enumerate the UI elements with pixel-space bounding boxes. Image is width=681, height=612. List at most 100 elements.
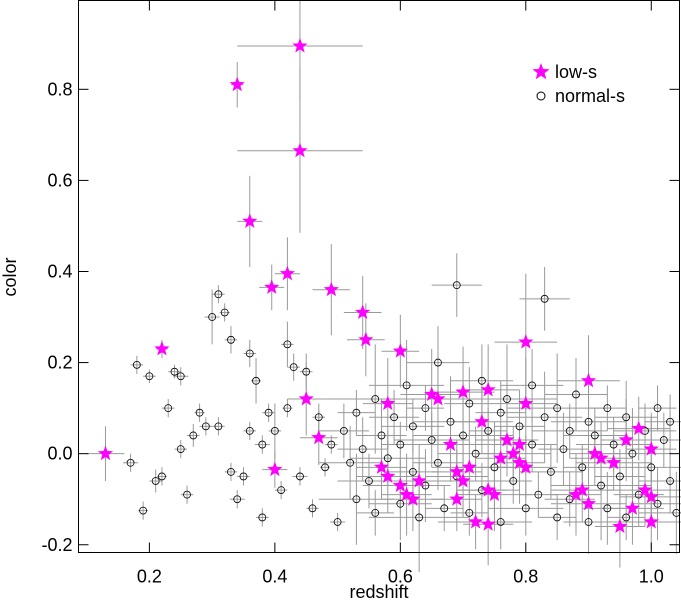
circle-point: [245, 426, 254, 435]
circle-point: [151, 477, 160, 485]
circle-point: [515, 422, 524, 431]
y-tick-label: 0.4: [47, 261, 72, 281]
circle-point: [528, 381, 536, 390]
circle-point: [534, 490, 543, 499]
x-axis-label: redshift: [349, 582, 408, 602]
circle-point: [496, 518, 505, 526]
circle-point: [521, 504, 530, 513]
star-point: [449, 491, 465, 506]
circle-point: [653, 499, 662, 508]
circle-point: [609, 440, 618, 449]
star-point: [442, 436, 459, 452]
circle-point: [164, 404, 173, 413]
circle-point: [402, 381, 411, 390]
star-point: [587, 445, 603, 461]
circle-point: [490, 463, 499, 472]
circle-point: [446, 417, 455, 426]
circle-point: [666, 477, 674, 485]
x-tick-label: 0.8: [513, 567, 538, 587]
circle-point: [584, 518, 593, 526]
circle-point: [208, 313, 217, 321]
circle-point: [590, 431, 599, 440]
star-point: [455, 384, 471, 399]
circle-point: [158, 472, 166, 481]
star-point: [292, 38, 308, 53]
circle-point: [302, 367, 311, 376]
circle-point: [540, 294, 549, 303]
circle-point: [553, 513, 562, 522]
star-point: [480, 516, 496, 531]
circle-point: [622, 413, 631, 422]
circle-point: [214, 290, 223, 299]
circle-point: [277, 486, 286, 495]
circle-point: [183, 490, 191, 499]
circle-point: [227, 467, 235, 476]
y-tick-label: 0.8: [47, 79, 72, 99]
x-tick-label: 0.6: [388, 567, 413, 587]
circle-point: [233, 495, 242, 504]
circle-point: [352, 408, 361, 417]
y-tick-label: 0.6: [47, 170, 72, 190]
star-point: [97, 445, 114, 461]
circle-point: [258, 513, 267, 522]
circle-point: [434, 458, 442, 467]
circle-point: [327, 440, 336, 449]
star-point: [292, 142, 308, 158]
circle-point: [201, 422, 210, 431]
star-point: [518, 459, 534, 474]
legend-marker: [532, 63, 550, 80]
star-point: [267, 461, 283, 477]
circle-point: [603, 504, 612, 513]
circle-point: [459, 431, 467, 440]
circle-point: [565, 426, 574, 435]
circle-point: [465, 508, 474, 517]
circle-point: [408, 467, 417, 476]
circle-point: [603, 404, 612, 413]
axes: 0.2 0.4 0.6 0.8 1.0 -0.2 0.0 0.2 0.4 0.6 0.8: [41, 0, 680, 587]
circle-point: [352, 495, 361, 504]
circle-point: [390, 413, 398, 422]
circle-point: [666, 417, 674, 426]
circle-point: [170, 367, 179, 376]
circle-point: [578, 463, 587, 472]
star-point: [474, 413, 490, 429]
star-point: [242, 213, 258, 228]
star-point: [606, 454, 622, 470]
star-point: [392, 477, 408, 493]
star-point: [355, 304, 371, 319]
circle-point: [314, 413, 323, 422]
star-point: [574, 482, 590, 497]
circle-point: [220, 308, 229, 317]
circle-point: [383, 454, 392, 463]
star-point: [518, 334, 534, 349]
star-point: [279, 265, 296, 281]
y-tick-label: 0.2: [47, 353, 72, 373]
circle-point: [572, 390, 580, 399]
circle-point: [415, 513, 424, 522]
circle-point: [597, 481, 605, 490]
circle-point: [176, 445, 185, 454]
markers: [97, 38, 681, 534]
star-point: [411, 473, 427, 488]
star-point: [518, 395, 534, 411]
circle-point: [270, 426, 279, 435]
star-point: [392, 343, 408, 358]
circle-point: [509, 477, 518, 485]
legend-marker: [536, 91, 546, 101]
circle-point: [622, 513, 631, 522]
circle-point: [371, 508, 380, 517]
star-point: [511, 454, 528, 470]
circle-point: [647, 463, 656, 472]
circle-point: [396, 499, 405, 508]
circle-point: [584, 417, 593, 426]
circle-point: [258, 440, 267, 449]
circle-point: [546, 467, 555, 476]
circle-point: [333, 518, 342, 526]
circle-point: [377, 431, 386, 440]
legend-label: normal-s: [555, 86, 625, 106]
circle-point: [239, 472, 248, 481]
star-point: [612, 518, 628, 534]
star-point: [424, 386, 440, 401]
circle-point: [264, 408, 273, 417]
